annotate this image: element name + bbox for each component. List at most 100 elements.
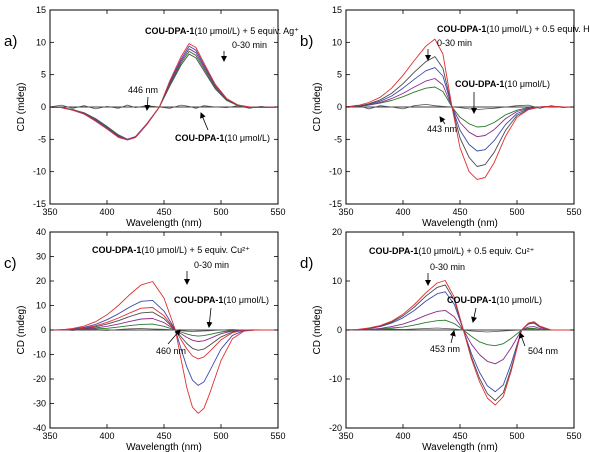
x-tick-label: 400 <box>99 207 114 217</box>
x-axis-label: Wavelength (nm) <box>126 218 202 229</box>
y-tick-label: 10 <box>332 37 342 47</box>
y-tick-label: -40 <box>33 423 46 433</box>
series-line-4 <box>345 56 574 167</box>
x-tick-label: 500 <box>509 207 524 217</box>
x-tick-label: 500 <box>213 431 228 441</box>
x-tick-label: 450 <box>452 431 467 441</box>
panel-label: a) <box>4 33 17 50</box>
wavelength-label: 460 nm <box>156 346 186 356</box>
series-line-5 <box>49 43 278 141</box>
reference-label: COU-DPA-1(10 μmol/L) <box>455 79 550 89</box>
y-tick-label: 20 <box>332 227 342 237</box>
series-line-3 <box>49 48 278 140</box>
x-tick-label: 400 <box>99 431 114 441</box>
y-tick-label: 40 <box>36 227 46 237</box>
y-tick-label: 0 <box>337 102 342 112</box>
reference-label: COU-DPA-1(10 μmol/L) <box>447 295 542 305</box>
y-tick-label: -20 <box>329 423 342 433</box>
condition-label-bold: COU-DPA-1 <box>145 26 194 36</box>
time-label: 0-30 min <box>437 38 472 48</box>
y-tick-label: 5 <box>337 70 342 80</box>
x-axis-label: Wavelength (nm) <box>422 442 498 452</box>
series-line-reference <box>345 103 575 111</box>
series-line-5 <box>345 38 574 180</box>
x-tick-label: 350 <box>338 431 353 441</box>
x-tick-label: 550 <box>566 431 581 441</box>
y-tick-label: 30 <box>36 252 46 262</box>
y-tick-label: -10 <box>329 374 342 384</box>
reference-label-rest: (10 μmol/L) <box>496 295 542 305</box>
wavelength-arrow <box>449 330 456 344</box>
x-tick-label: 500 <box>509 431 524 441</box>
series-line-3 <box>345 67 574 152</box>
series-line-4 <box>49 45 278 141</box>
panel-d: 350 400 450 500 550 -20 -10 0 10 20 Wavelength (nm… <box>300 227 582 452</box>
wavelength-arrow <box>144 96 151 111</box>
y-tick-label: 20 <box>36 276 46 286</box>
condition-label-rest: (10 μmol/L) + 5 equiv. Ag⁺ <box>194 26 299 36</box>
time-label: 0-30 min <box>194 260 229 270</box>
y-tick-label: 10 <box>36 37 46 47</box>
y-tick-label: -5 <box>38 134 46 144</box>
time-label: 0-30 min <box>430 262 465 272</box>
series-line-6 <box>49 281 278 414</box>
time-label: 0-30 min <box>232 40 267 50</box>
condition-label-bold: COU-DPA-1 <box>92 245 141 255</box>
series-line-5 <box>49 299 278 386</box>
condition-label: COU-DPA-1(10 μmol/L) + 5 equiv. Ag⁺ <box>145 26 299 36</box>
reference-label-bold: COU-DPA-1 <box>455 79 504 89</box>
x-tick-label: 500 <box>213 207 228 217</box>
x-tick-label: 550 <box>270 207 285 217</box>
reference-arrow <box>206 307 213 328</box>
series-line-5 <box>345 280 574 406</box>
condition-label-rest: (10 μmol/L) + 0.5 equiv. Hg²⁺ <box>486 24 590 34</box>
reference-arrow <box>471 307 477 323</box>
condition-label: COU-DPA-1(10 μmol/L) + 5 equiv. Cu²⁺ <box>92 245 250 255</box>
y-tick-label: 10 <box>332 276 342 286</box>
y-axis-label: CD (mdeg) <box>312 306 323 355</box>
y-tick-label: -15 <box>33 199 46 209</box>
x-tick-label: 550 <box>270 431 285 441</box>
reference-label-bold: COU-DPA-1 <box>174 295 223 305</box>
condition-label: COU-DPA-1(10 μmol/L) + 0.5 equiv. Hg²⁺ <box>437 24 590 34</box>
x-tick-label: 450 <box>452 207 467 217</box>
y-axis-label: CD (mdeg) <box>312 83 323 132</box>
reference-label-bold: COU-DPA-1 <box>447 295 496 305</box>
reference-label: COU-DPA-1(10 μmol/L) <box>175 133 270 143</box>
x-tick-label: 550 <box>566 207 581 217</box>
reference-label-rest: (10 μmol/L) <box>223 295 269 305</box>
reference-arrow <box>200 112 209 131</box>
panel-c: 350 400 450 500 550 -40 -30 -20 -10 0 10 20 30 40 Wave… <box>4 227 286 452</box>
y-tick-label: 5 <box>41 70 46 80</box>
series-line-3 <box>346 291 574 393</box>
y-tick-label: -10 <box>33 350 46 360</box>
panel-label: b) <box>300 33 313 50</box>
wavelength-arrow <box>518 332 526 347</box>
y-tick-label: 15 <box>36 5 46 15</box>
wavelength-label: 504 nm <box>528 346 558 356</box>
wavelength-label: 453 nm <box>430 344 460 354</box>
reference-label-rest: (10 μmol/L) <box>224 133 270 143</box>
y-tick-label: -5 <box>334 134 342 144</box>
series-line-reference <box>345 327 574 333</box>
series-line-2 <box>346 309 574 365</box>
reference-label-bold: COU-DPA-1 <box>175 133 224 143</box>
y-tick-label: 0 <box>41 102 46 112</box>
y-axis-label: CD (mdeg) <box>16 306 27 355</box>
y-tick-label: -10 <box>329 167 342 177</box>
condition-label-bold: COU-DPA-1 <box>437 24 486 34</box>
wavelength-arrow <box>167 329 181 345</box>
y-tick-label: 15 <box>332 5 342 15</box>
condition-label-rest: (10 μmol/L) + 5 equiv. Cu²⁺ <box>141 245 250 255</box>
x-axis-label: Wavelength (nm) <box>422 218 498 229</box>
wavelength-label: 443 nm <box>427 124 457 134</box>
x-tick-label: 400 <box>395 207 410 217</box>
x-tick-label: 450 <box>156 431 171 441</box>
panel-label: c) <box>4 255 17 272</box>
y-tick-label: 0 <box>337 325 342 335</box>
y-axis-label: CD (mdeg) <box>16 83 27 132</box>
y-tick-label: -15 <box>329 199 342 209</box>
series-line-4 <box>346 284 574 402</box>
reference-label: COU-DPA-1(10 μmol/L) <box>174 295 269 305</box>
